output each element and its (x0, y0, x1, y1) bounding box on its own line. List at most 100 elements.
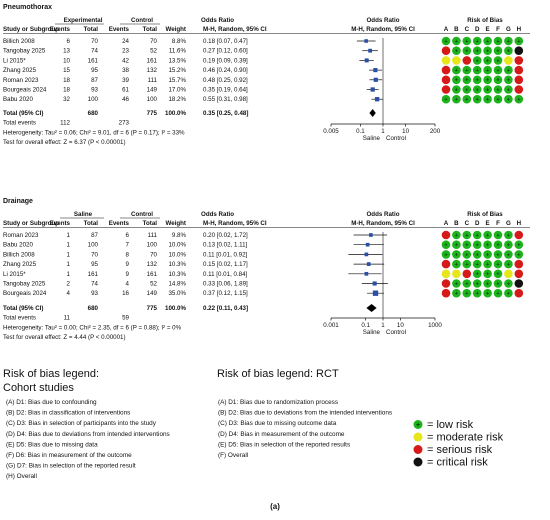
cohort-legend-item: (D) D4: Bias due to deviations from inte… (6, 431, 170, 438)
rob-plus-mark: + (465, 39, 468, 45)
drainage-axis-right-label: Control (386, 329, 406, 336)
rob-dot-G (462, 240, 472, 249)
rob-plus-mark: + (476, 58, 479, 64)
rob-plus-mark: + (496, 252, 499, 258)
rct-legend-item: (D) D4: Bias in measurement of the outco… (218, 431, 345, 438)
rob-plus-mark: + (486, 272, 489, 278)
rob-dot-G (483, 56, 492, 65)
rob-dot-G (483, 75, 492, 85)
rob-dot-G (452, 279, 461, 288)
rob-dot-G (483, 259, 492, 269)
drainage-col-events2: Events (109, 220, 130, 227)
rob-dot-G (483, 85, 492, 94)
pneumothorax-rob-letter-E: E (486, 26, 490, 33)
events-2: 38 (122, 67, 129, 74)
rob-dot-G (483, 288, 492, 298)
drainage-rob-letter-D: D (475, 220, 480, 227)
rob-plus-mark: + (496, 78, 499, 84)
rob-plus-mark: + (486, 68, 489, 74)
drainage-tick-label: 0.1 (361, 322, 370, 329)
rob-dot-R (441, 288, 451, 298)
rob-dot-R (514, 288, 524, 298)
rct-legend-item: (C) D3: Bias due to missing outcome data (218, 420, 337, 427)
rob-dot-G (462, 46, 472, 55)
events-1: 6 (67, 38, 71, 45)
rob-plus-mark: + (496, 291, 499, 297)
events-2: 23 (122, 48, 129, 55)
rob-plus-mark: + (476, 272, 479, 278)
weight: 9.8% (172, 232, 187, 239)
total-1: 100 (88, 242, 99, 249)
rob-plus-mark: + (455, 49, 458, 55)
rob-plus-mark: + (455, 78, 458, 84)
events-1: 1 (67, 251, 71, 258)
study-name: Tangobay 2025 (3, 281, 46, 288)
study-name: Bourgeais 2024 (3, 87, 47, 94)
rob-plus-mark: + (465, 68, 468, 74)
odds-ratio-ci: 0.15 [0.02, 1.17] (203, 261, 248, 268)
rob-plus-mark: + (507, 233, 510, 239)
events-2: 6 (126, 232, 130, 239)
rob-plus-mark: + (507, 68, 510, 74)
rob-plus-mark: + (486, 78, 489, 84)
rob-plus-mark: + (476, 243, 479, 249)
total-2: 161 (147, 57, 158, 64)
rob-dot-G (483, 240, 492, 249)
legend-label-G: = low risk (427, 419, 474, 431)
point-estimate-square (364, 271, 369, 276)
rob-plus-mark: + (465, 97, 468, 103)
rob-plus-mark: + (486, 262, 489, 268)
weight: 15.7% (168, 77, 186, 84)
total-1: 70 (91, 251, 98, 258)
rob-dot-R (441, 65, 451, 75)
rob-dot-G (472, 240, 482, 249)
rob-plus-mark: + (476, 252, 479, 258)
total-2: 111 (148, 77, 158, 84)
legend-dot-G (413, 420, 423, 429)
rob-dot-G (493, 94, 503, 104)
rob-plus-mark: + (476, 262, 479, 268)
events-1: 4 (67, 290, 71, 297)
rob-dot-G (462, 75, 472, 85)
events-2: 24 (122, 38, 129, 45)
total-2: 100 (147, 242, 158, 249)
weight: 17.0% (168, 87, 186, 94)
rob-dot-G (504, 288, 513, 298)
events-1: 10 (63, 57, 70, 64)
total-2: 132 (147, 261, 158, 268)
total-2: 149 (147, 290, 158, 297)
rob-dot-G (504, 259, 513, 269)
pneumothorax-total-label: Total (95% CI) (3, 110, 43, 117)
rob-plus-mark: + (444, 97, 447, 103)
rob-dot-G (493, 279, 503, 288)
odds-ratio-ci: 0.20 [0.02, 1.72] (203, 232, 248, 239)
rob-dot-R (441, 75, 451, 85)
rob-plus-mark: + (507, 87, 510, 93)
rob-plus-mark: + (486, 281, 489, 287)
study-name: Billich 2008 (3, 38, 35, 45)
rob-dot-G (493, 65, 503, 75)
pneumothorax-col-study: Study or Subgroup (3, 26, 59, 33)
cohort-legend-item: (E) D5: Bias due to missing data (6, 441, 98, 448)
drainage-group-header-or1: Odds Ratio (201, 211, 234, 218)
events-1: 2 (67, 281, 71, 288)
rob-dot-G (462, 279, 472, 288)
drainage-total-events-label: Total events (3, 315, 36, 322)
pneumothorax-col-method2: M-H, Random, 95% CI (351, 26, 415, 33)
rob-plus-mark: + (444, 243, 447, 249)
events-2: 9 (126, 261, 130, 268)
pneumothorax-tick-label: 0.1 (356, 128, 365, 135)
pneumothorax-overall-effect: Test for overall effect: Z = 6.37 (P < 0… (3, 139, 126, 146)
rob-plus-mark: + (465, 49, 468, 55)
weight: 10.0% (168, 242, 186, 249)
cohort-legend-title: Risk of bias legend: (3, 368, 99, 380)
pneumothorax-total-t1: 680 (88, 110, 99, 117)
rob-dot-G (504, 240, 513, 249)
study-name: Zhang 2025 (3, 67, 37, 74)
drainage-rob-letter-H: H (517, 220, 522, 227)
odds-ratio-ci: 0.13 [0.02, 1.11] (203, 242, 248, 249)
rob-plus-mark: + (476, 87, 479, 93)
drainage-group-header-or2: Odds Ratio (366, 211, 399, 218)
drainage-col-study: Study or Subgroup (3, 220, 59, 227)
events-1: 32 (63, 96, 70, 103)
